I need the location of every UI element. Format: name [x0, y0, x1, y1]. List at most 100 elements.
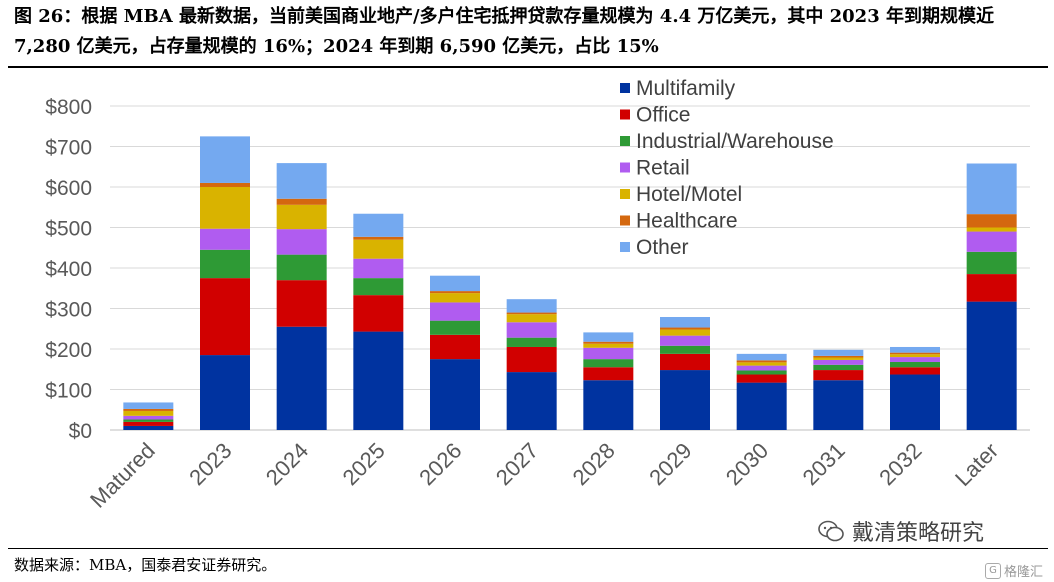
bar-segment	[660, 329, 710, 336]
y-tick-labels: $0 $100 $200 $300 $400 $500 $600 $700 $800	[45, 96, 92, 443]
bar-segment	[660, 335, 710, 346]
legend-label: Retail	[636, 157, 690, 180]
bar-segment	[966, 274, 1017, 302]
y-tick-label: $200	[45, 339, 92, 362]
x-tick-label: 2025	[338, 438, 390, 490]
bar-segment	[123, 425, 174, 430]
bar-segment	[123, 419, 174, 422]
footer-divider	[8, 548, 1048, 549]
bar-segment	[430, 320, 480, 335]
bar-segment	[430, 302, 480, 321]
bar-segment	[736, 353, 787, 361]
bar-segment	[353, 236, 404, 240]
bar-segment	[506, 299, 557, 313]
bar-segment	[353, 295, 404, 332]
bar-segment	[966, 251, 1017, 275]
bar-segment	[506, 337, 557, 347]
bar-segment	[890, 367, 940, 375]
x-tick-label: 2030	[721, 438, 773, 490]
bar-segment	[890, 354, 940, 358]
bar-segment	[430, 275, 480, 292]
bar-segment	[966, 231, 1017, 252]
bar-segment	[813, 370, 864, 381]
bar-segment	[736, 370, 787, 375]
legend-swatch	[620, 136, 630, 146]
bar-segment	[430, 291, 480, 294]
x-tick-label: 2032	[874, 438, 926, 490]
watermark-text: 戴清策略研究	[852, 521, 985, 546]
corner-logo: G 格隆汇	[985, 561, 1043, 580]
bar-segment	[583, 359, 634, 368]
bar-segment	[506, 314, 557, 323]
bar-segment	[200, 278, 250, 356]
x-tick-label: 2023	[184, 438, 236, 490]
bar-segment	[966, 227, 1017, 232]
bar-segment	[353, 331, 404, 430]
bar-segment	[276, 198, 327, 205]
bar-segment	[813, 349, 864, 356]
bar-segment	[353, 278, 404, 296]
bar-segment	[583, 332, 634, 342]
legend-swatch	[620, 215, 630, 226]
x-tick-label: 2027	[491, 438, 543, 490]
legend-label: Industrial/Warehouse	[636, 130, 834, 153]
x-tick-label: 2024	[261, 438, 313, 490]
bar-segment	[123, 410, 174, 416]
bar-segment	[123, 408, 174, 411]
bar-segment	[353, 258, 404, 279]
watermark: 戴清策略研究	[818, 515, 984, 547]
bar-segment	[813, 364, 864, 371]
legend-label: Other	[636, 236, 689, 259]
bar-segment	[200, 187, 250, 229]
bar-segment	[813, 355, 864, 358]
bar-segment	[123, 402, 174, 409]
bar-segment	[660, 353, 710, 371]
legend-label: Office	[636, 104, 690, 127]
corner-logo-text: 格隆汇	[1004, 565, 1044, 580]
x-tick-label: Matured	[85, 438, 160, 513]
bar-segment	[353, 239, 404, 259]
bar-segment	[660, 345, 710, 354]
y-tick-label: $100	[45, 380, 92, 403]
bar-segment	[276, 229, 327, 255]
y-tick-label: $300	[45, 299, 92, 322]
bar-segment	[813, 359, 864, 365]
legend-swatch	[620, 83, 630, 93]
bar-segment	[890, 352, 940, 355]
bar-segment	[506, 372, 557, 430]
bar-segment	[276, 326, 327, 430]
bar-segment	[583, 367, 634, 381]
bar-segment	[430, 334, 480, 360]
legend-swatch	[620, 109, 630, 120]
x-tick-label: 2029	[644, 438, 696, 490]
bar-segment	[276, 204, 327, 230]
bar-segment	[660, 317, 710, 328]
bar-segment	[813, 380, 864, 430]
stacked-bar-chart: $0 $100 $200 $300 $400 $500 $600 $700 $800 Matur…	[45, 77, 1030, 513]
legend-label: Multifamily	[636, 77, 736, 100]
bar-segment	[966, 301, 1017, 430]
x-tick-labels: Matured 2023 2024 2025 2026 2027 2028 2029 2030 2…	[85, 438, 1003, 513]
y-tick-label: $500	[45, 218, 92, 241]
bar-segment	[583, 343, 634, 348]
bar-segment	[583, 347, 634, 360]
bar-segment	[583, 341, 634, 344]
legend-swatch	[620, 162, 630, 173]
bar-segments	[123, 136, 1017, 430]
bar-segment	[890, 357, 940, 362]
y-tick-label: $800	[45, 96, 92, 119]
chart-legend: Multifamily Office Industrial/Warehouse Ret…	[620, 77, 834, 259]
bar-segment	[583, 380, 634, 430]
bar-segment	[736, 374, 787, 383]
bar-segment	[890, 361, 940, 368]
bar-segment	[430, 359, 480, 430]
bar-segment	[200, 249, 250, 279]
logo-icon: G	[985, 562, 1001, 579]
bar-segment	[200, 136, 250, 183]
bar-segment	[200, 182, 250, 187]
bar-segment	[813, 357, 864, 360]
bar-segment	[966, 163, 1017, 215]
bar-segment	[123, 415, 174, 420]
bar-segment	[966, 214, 1017, 228]
legend-label: Healthcare	[636, 210, 738, 233]
